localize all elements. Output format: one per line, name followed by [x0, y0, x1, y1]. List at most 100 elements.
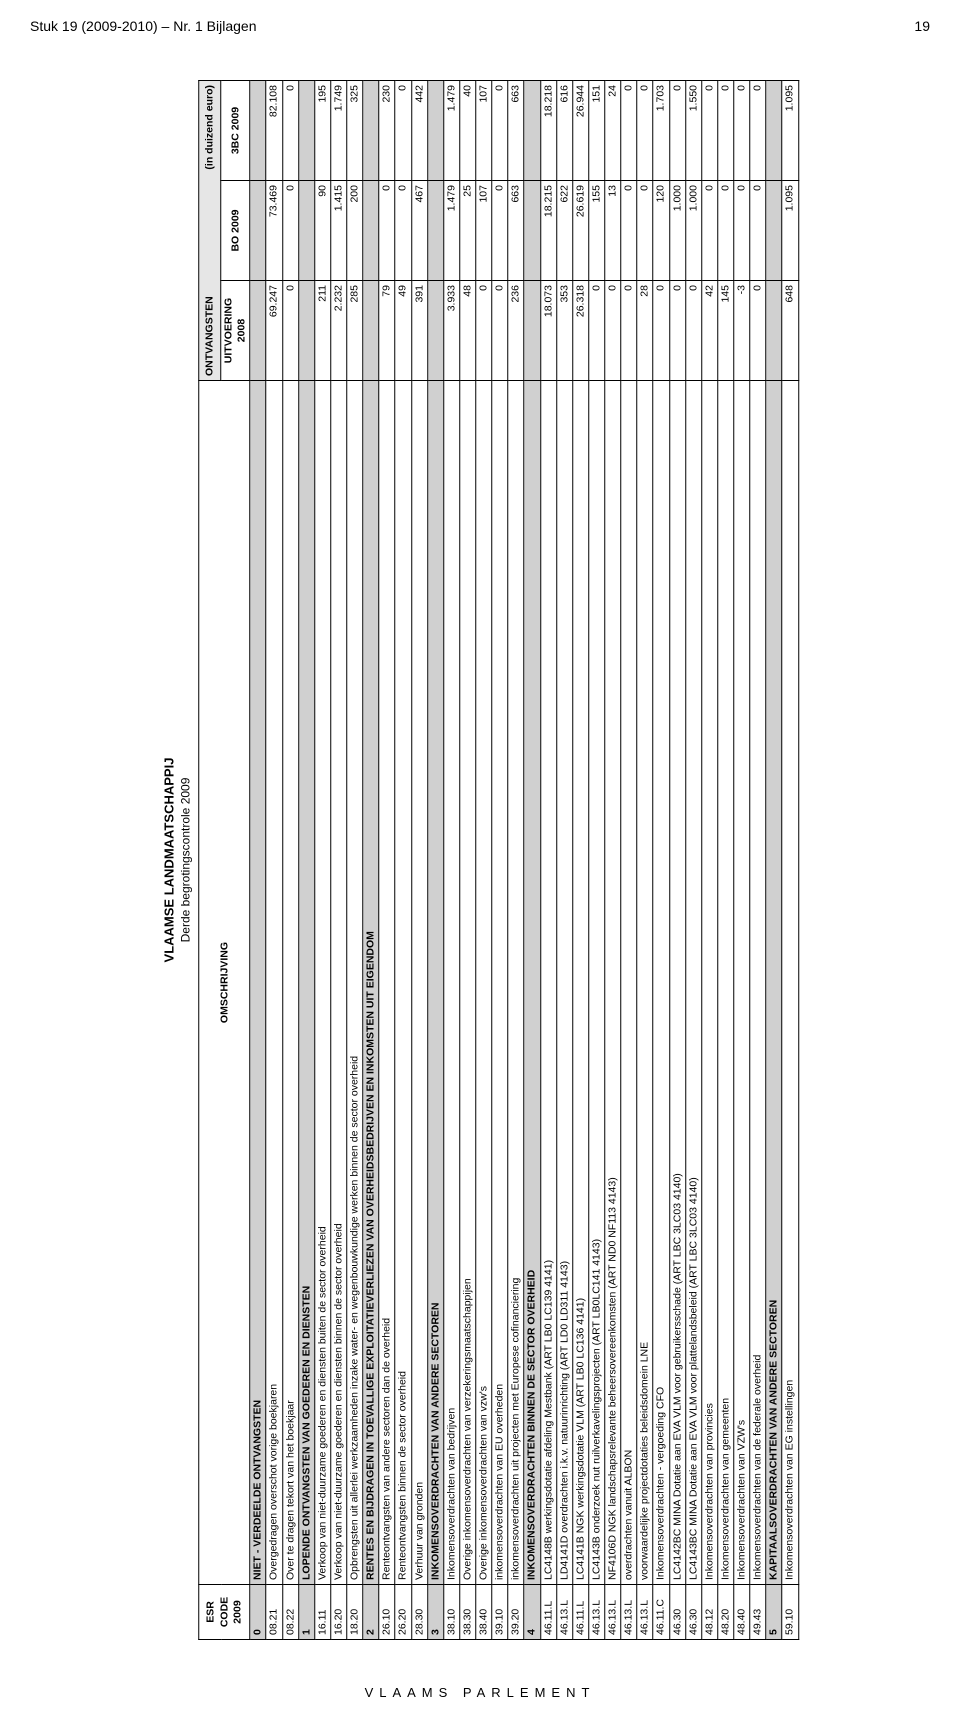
cell-uitvoering: 0	[750, 281, 766, 381]
table-row: 46.13.LLC4143B onderzoek nut ruilverkave…	[589, 81, 605, 1640]
cell-desc: LC4143BC MINA Dotatie aan EVA VLM voor p…	[685, 381, 701, 1585]
table-row: 38.40Overige inkomensoverdrachten van vz…	[476, 81, 492, 1640]
cell-bc: 26.944	[573, 81, 589, 181]
cell-bc: 1.703	[653, 81, 669, 181]
cell-bc: 24	[605, 81, 621, 181]
cell-desc: Inkomensoverdrachten van gemeenten	[718, 381, 734, 1585]
cell-desc: NF4106D NGK landschapsrelevante beheerso…	[605, 381, 621, 1585]
cell-bc: 0	[637, 81, 653, 181]
cell-code: 46.11.C	[653, 1585, 669, 1640]
cell-bo: 107	[476, 181, 492, 281]
cell-bo: 1.479	[444, 181, 460, 281]
cell-bo: 622	[556, 181, 572, 281]
table-row: 46.11.CInkomensoverdrachten - vergoeding…	[653, 81, 669, 1640]
cell-bc: 0	[621, 81, 637, 181]
cell-bo: 1.095	[782, 181, 798, 281]
cell-bc: 40	[460, 81, 476, 181]
table-row: 46.13.Lvoorwaardelijke projectdotaties b…	[637, 81, 653, 1640]
cell-bo: 26.619	[573, 181, 589, 281]
cell-bo: 0	[750, 181, 766, 281]
cell-bc: 0	[734, 81, 750, 181]
table-row: 46.13.Loverdrachten vanuit ALBON000	[621, 81, 637, 1640]
cell-bc: 82.108	[266, 81, 282, 181]
table-row: 38.30Overige inkomensoverdrachten van ve…	[460, 81, 476, 1640]
cell-bo: 1.000	[685, 181, 701, 281]
cell-desc: INKOMENSOVERDRACHTEN BINNEN DE SECTOR OV…	[524, 381, 540, 1585]
cell-uitvoering	[766, 281, 782, 381]
cell-desc: INKOMENSOVERDRACHTEN VAN ANDERE SECTOREN	[427, 381, 443, 1585]
table-row: 1LOPENDE ONTVANGSTEN VAN GOEDEREN EN DIE…	[298, 81, 314, 1640]
cell-desc: Inkomensoverdrachten van bedrijven	[444, 381, 460, 1585]
th-omschrijving: OMSCHRIJVING	[199, 381, 250, 1585]
cell-bo: 0	[492, 181, 508, 281]
doc-title: VLAAMSE LANDMAATSCHAPPIJ	[161, 80, 176, 1640]
cell-uitvoering: 0	[282, 281, 298, 381]
rotated-content: VLAAMSE LANDMAATSCHAPPIJ Derde begroting…	[161, 80, 799, 1640]
cell-uitvoering: 79	[379, 281, 395, 381]
cell-code: 46.13.L	[556, 1585, 572, 1640]
table-row: 46.30LC4143BC MINA Dotatie aan EVA VLM v…	[685, 81, 701, 1640]
cell-uitvoering: 648	[782, 281, 798, 381]
table-row: 08.21Overgedragen overschot vorige boekj…	[266, 81, 282, 1640]
cell-bc: 1.095	[782, 81, 798, 181]
cell-desc: Overgedragen overschot vorige boekjaren	[266, 381, 282, 1585]
th-esr-3: 2009	[231, 1589, 244, 1635]
cell-code: 46.30	[685, 1585, 701, 1640]
cell-bo: 663	[508, 181, 524, 281]
cell-desc: Inkomensoverdrachten - vergoeding CFO	[653, 381, 669, 1585]
cell-code: 46.11.L	[540, 1585, 556, 1640]
page-footer: VLAAMS PARLEMENT	[0, 1685, 960, 1700]
cell-desc: LC4141B NGK werkingsdotatie VLM (ART LB0…	[573, 381, 589, 1585]
cell-bo	[250, 181, 266, 281]
cell-uitvoering	[298, 281, 314, 381]
th-bo: BO 2009	[221, 181, 250, 281]
table-row: 46.30LC4142BC MINA Dotatie aan EVA VLM v…	[669, 81, 685, 1640]
table-row: 48.12Inkomensoverdrachten van provincies…	[702, 81, 718, 1640]
table-row: 08.22Over te dragen tekort van het boekj…	[282, 81, 298, 1640]
cell-code: 38.40	[476, 1585, 492, 1640]
cell-desc: Verkoop van niet-duurzame goederen en di…	[315, 381, 331, 1585]
cell-code: 46.13.L	[621, 1585, 637, 1640]
th-uitv1: UITVOERING	[222, 285, 235, 376]
cell-bc: 0	[702, 81, 718, 181]
cell-uitvoering: 3.933	[444, 281, 460, 381]
cell-uitvoering: 69.247	[266, 281, 282, 381]
table-row: 46.11.LLC4141B NGK werkingsdotatie VLM (…	[573, 81, 589, 1640]
cell-bc	[524, 81, 540, 181]
cell-code: 3	[427, 1585, 443, 1640]
cell-desc: Opbrengsten uit allerlei werkzaamheden i…	[347, 381, 363, 1585]
cell-uitvoering: 28	[637, 281, 653, 381]
cell-bo: 0	[718, 181, 734, 281]
table-row: 26.10Renteontvangsten van andere sectore…	[379, 81, 395, 1640]
cell-desc: LOPENDE ONTVANGSTEN VAN GOEDEREN EN DIEN…	[298, 381, 314, 1585]
cell-code: 2	[363, 1585, 379, 1640]
cell-code: 16.11	[315, 1585, 331, 1640]
cell-uitvoering	[427, 281, 443, 381]
doc-subtitle: Derde begrotingscontrole 2009	[178, 80, 192, 1640]
cell-desc: LC4148B werkingsdotatie afdeling Mestban…	[540, 381, 556, 1585]
cell-desc: NIET - VERDEELDE ONTVANGSTEN	[250, 381, 266, 1585]
cell-bc: 0	[669, 81, 685, 181]
th-esr: ESR CODE 2009	[199, 1585, 250, 1640]
cell-uitvoering: 0	[605, 281, 621, 381]
cell-desc: Inkomensoverdrachten van VZW's	[734, 381, 750, 1585]
table-row: 16.20Verkoop van niet-duurzame goederen …	[331, 81, 347, 1640]
cell-desc: LC4143B onderzoek nut ruilverkavelingspr…	[589, 381, 605, 1585]
cell-bo: 25	[460, 181, 476, 281]
cell-uitvoering: 211	[315, 281, 331, 381]
cell-code: 49.43	[750, 1585, 766, 1640]
cell-uitvoering: 48	[460, 281, 476, 381]
cell-bc: 663	[508, 81, 524, 181]
cell-bo	[298, 181, 314, 281]
cell-desc: Verhuur van gronden	[411, 381, 427, 1585]
cell-bc: 18.218	[540, 81, 556, 181]
cell-code: 46.13.L	[605, 1585, 621, 1640]
cell-code: 46.13.L	[637, 1585, 653, 1640]
cell-code: 5	[766, 1585, 782, 1640]
th-ontvangsten: ONTVANGSTEN (in duizend euro)	[199, 81, 221, 381]
table-row: 49.43Inkomensoverdrachten van de federal…	[750, 81, 766, 1640]
cell-bc: 0	[492, 81, 508, 181]
cell-desc: LD4141D overdrachten i.k.v. natuurinrich…	[556, 381, 572, 1585]
cell-bo	[766, 181, 782, 281]
cell-desc: Inkomensoverdrachten van de federale ove…	[750, 381, 766, 1585]
